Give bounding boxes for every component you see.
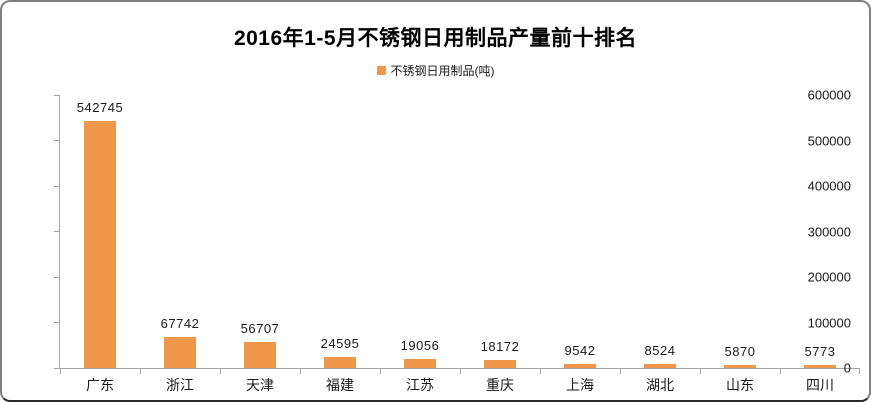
y-axis-tick-label: 200000 xyxy=(807,269,851,285)
bar-value-label: 56707 xyxy=(240,321,280,336)
bar-value-label: 9542 xyxy=(564,343,596,358)
y-axis-tick-label: 0 xyxy=(843,360,851,376)
bar-value-label: 18172 xyxy=(480,339,520,354)
y-axis-tick xyxy=(54,367,59,369)
legend-swatch-icon xyxy=(376,66,386,75)
x-axis-tick xyxy=(859,369,860,374)
y-axis-tick xyxy=(54,94,59,96)
x-axis-category-label: 浙江 xyxy=(166,377,194,393)
x-axis-tick xyxy=(460,369,461,374)
bar-广东 xyxy=(84,121,116,368)
x-axis-tick xyxy=(220,369,221,374)
bar-江苏 xyxy=(404,359,436,368)
legend-label: 不锈钢日用制品(吨) xyxy=(390,64,495,78)
x-axis-category-label: 重庆 xyxy=(486,377,514,393)
bar-上海 xyxy=(564,364,596,368)
y-axis-tick xyxy=(54,231,59,232)
y-axis-tick xyxy=(54,276,59,278)
x-axis-tick xyxy=(620,369,621,374)
x-axis-category-label: 福建 xyxy=(326,377,354,393)
bar-湖北 xyxy=(644,364,676,368)
x-axis-tick xyxy=(300,369,301,374)
bar-value-label: 5870 xyxy=(724,344,756,359)
legend: 不锈钢日用制品(吨) xyxy=(2,62,869,79)
bar-天津 xyxy=(244,342,276,368)
bar-山东 xyxy=(724,365,756,368)
x-axis-tick xyxy=(780,369,781,374)
y-axis-tick-label: 600000 xyxy=(807,87,851,103)
y-axis-tick-label: 100000 xyxy=(807,315,851,330)
x-axis-category-label: 江苏 xyxy=(406,377,434,393)
bar-value-label: 8524 xyxy=(644,343,676,358)
y-axis-tick-label: 300000 xyxy=(807,224,851,239)
x-axis-tick xyxy=(140,369,141,374)
bar-value-label: 542745 xyxy=(76,100,124,115)
y-axis-tick xyxy=(54,185,59,187)
bar-福建 xyxy=(324,357,356,368)
x-axis-tick xyxy=(540,369,541,374)
x-axis-tick xyxy=(380,369,381,374)
plot-area: 0 100000 200000 300000 400000 500000 600000 542… xyxy=(54,88,860,393)
x-axis-tick xyxy=(700,369,701,374)
chart-title: 2016年1-5月不锈钢日用制品产量前十排名 xyxy=(233,27,638,50)
bar-浙江 xyxy=(164,337,196,368)
x-axis-category-label: 山东 xyxy=(726,377,754,393)
y-axis-tick-label: 400000 xyxy=(807,178,851,194)
bar-value-label: 24595 xyxy=(320,336,360,351)
y-axis-tick xyxy=(54,322,59,323)
bar-value-label: 5773 xyxy=(804,344,836,359)
bar-四川 xyxy=(804,365,836,368)
x-axis-category-label: 四川 xyxy=(806,377,834,393)
bar-value-label: 19056 xyxy=(400,338,440,353)
bar-重庆 xyxy=(484,360,516,368)
x-axis-category-label: 上海 xyxy=(566,377,594,393)
bar-value-label: 67742 xyxy=(160,316,200,331)
y-axis-tick xyxy=(54,140,59,141)
y-axis-tick-label: 500000 xyxy=(807,133,851,148)
x-axis-category-label: 湖北 xyxy=(646,377,674,393)
x-axis-tick xyxy=(60,369,61,374)
x-axis-category-label: 天津 xyxy=(246,377,274,393)
x-axis-category-label: 广东 xyxy=(86,377,114,393)
